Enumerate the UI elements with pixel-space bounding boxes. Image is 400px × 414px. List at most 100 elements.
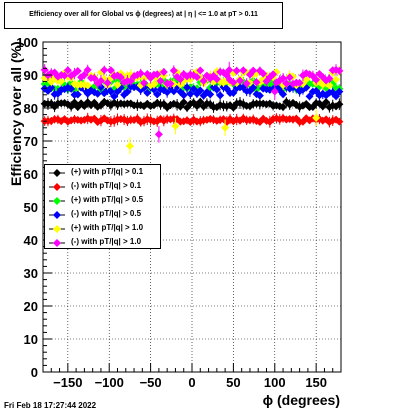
data-point: [176, 75, 185, 84]
data-point: [73, 90, 82, 99]
legend-marker: [49, 183, 65, 191]
data-point: [249, 83, 258, 92]
data-point: [196, 97, 205, 106]
data-point: [106, 66, 115, 75]
data-point: [60, 71, 69, 80]
data-point: [47, 77, 56, 86]
y-axis-label: Efficiency over all (%): [8, 41, 24, 186]
legend-entry: (+) with pT/|q| > 0.5: [45, 194, 162, 207]
data-point: [186, 89, 195, 98]
legend-entry: (-) with pT/|q| > 0.5: [45, 208, 162, 221]
data-point: [279, 102, 288, 111]
legend-entry: (+) with pT/|q| > 1.0: [45, 222, 162, 235]
legend-marker: [49, 225, 65, 233]
data-point: [325, 81, 334, 90]
marker-3: [53, 211, 61, 219]
data-point: [171, 122, 180, 131]
chart-title: Efficiency over all for Global vs ϕ (deg…: [29, 11, 258, 18]
data-points: [40, 61, 344, 155]
data-point: [139, 79, 148, 88]
data-point: [212, 85, 221, 94]
data-point: [116, 73, 125, 82]
data-point: [312, 113, 321, 122]
x-axis-label: ϕ (degrees): [263, 392, 340, 408]
series-1: [40, 112, 344, 128]
data-point: [229, 78, 238, 87]
data-point: [225, 66, 234, 75]
data-point: [100, 66, 109, 75]
y-tick-label: 50: [24, 200, 38, 215]
data-point: [232, 66, 241, 75]
data-point: [169, 66, 178, 75]
x-tick-label: −150: [53, 375, 82, 390]
data-point: [312, 75, 321, 84]
legend-label: (+) with pT/|q| > 0.1: [71, 167, 144, 176]
data-point: [189, 85, 198, 94]
data-point: [47, 83, 56, 92]
data-point: [249, 66, 258, 75]
data-point: [96, 76, 105, 85]
x-tick-label: −100: [95, 375, 124, 390]
data-point: [335, 100, 344, 109]
data-point: [93, 89, 102, 98]
legend-label: (-) with pT/|q| > 1.0: [71, 237, 142, 246]
y-tick-label: 0: [31, 365, 38, 380]
data-point: [229, 88, 238, 97]
marker-0: [53, 169, 61, 177]
legend: (+) with pT/|q| > 0.1 (-) with pT/|q| > …: [44, 164, 161, 249]
data-point: [123, 87, 132, 96]
y-tick-label: 90: [24, 68, 38, 83]
y-tick-label: 40: [24, 233, 38, 248]
data-point: [259, 69, 268, 78]
y-tick-label: 60: [24, 167, 38, 182]
data-point: [239, 66, 248, 75]
data-point: [206, 90, 215, 99]
data-point: [192, 73, 201, 82]
data-point: [216, 91, 225, 100]
x-tick-label: 100: [264, 375, 286, 390]
data-point: [80, 70, 89, 79]
data-point: [295, 78, 304, 87]
data-point: [196, 86, 205, 95]
x-tick-label: 0: [188, 375, 195, 390]
data-point: [126, 77, 135, 86]
marker-5: [53, 239, 61, 247]
data-point: [125, 141, 134, 150]
data-point: [279, 90, 288, 99]
data-point: [136, 69, 145, 78]
data-point: [325, 74, 334, 83]
data-point: [335, 117, 344, 126]
x-tick-label: −50: [140, 375, 162, 390]
legend-entry: (-) with pT/|q| > 1.0: [45, 236, 162, 249]
y-tick-labels: 0 10 20 30 40 50 60 70 80 90 100: [16, 35, 38, 380]
data-point: [269, 70, 278, 79]
y-tick-label: 20: [24, 299, 38, 314]
data-point: [270, 87, 279, 96]
data-point: [156, 76, 165, 85]
y-tick-label: 30: [24, 266, 38, 281]
data-point: [153, 70, 162, 79]
y-tick-label: 80: [24, 101, 38, 116]
legend-entry: (-) with pT/|q| > 0.1: [45, 180, 162, 193]
marker-1: [53, 183, 61, 191]
x-tick-label: 150: [305, 375, 327, 390]
data-point: [221, 123, 230, 132]
data-point: [159, 67, 168, 76]
timestamp: Fri Feb 18 17:27:44 2022: [4, 401, 97, 410]
data-point: [110, 92, 119, 101]
data-point: [212, 75, 221, 84]
data-point: [106, 87, 115, 96]
data-point: [196, 66, 205, 75]
data-point: [63, 66, 72, 75]
data-point: [322, 98, 331, 107]
data-point: [149, 80, 158, 89]
data-point: [153, 90, 162, 99]
y-tick-label: 70: [24, 134, 38, 149]
data-point: [279, 74, 288, 83]
data-point: [90, 74, 99, 83]
data-point: [166, 79, 175, 88]
data-point: [332, 75, 341, 84]
data-point: [179, 91, 188, 100]
data-point: [255, 91, 264, 100]
